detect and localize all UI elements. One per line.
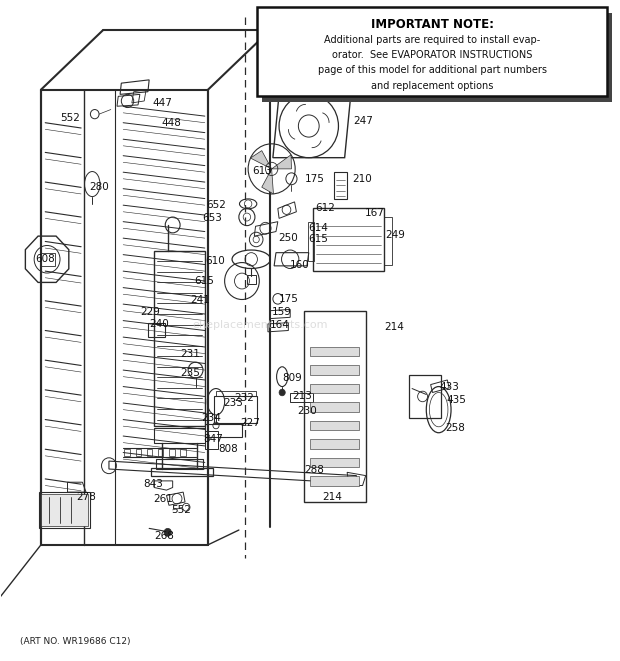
Text: 210: 210 bbox=[352, 174, 372, 184]
Text: 847: 847 bbox=[203, 434, 223, 444]
Text: Additional parts are required to install evap-: Additional parts are required to install… bbox=[324, 35, 540, 45]
Bar bbox=[409, 375, 441, 418]
Bar bbox=[40, 253, 55, 266]
Bar bbox=[154, 251, 205, 426]
Text: 612: 612 bbox=[315, 203, 335, 213]
Circle shape bbox=[164, 528, 172, 536]
Text: 227: 227 bbox=[241, 418, 260, 428]
Text: 268: 268 bbox=[154, 531, 175, 541]
Text: 653: 653 bbox=[202, 214, 222, 223]
Circle shape bbox=[279, 389, 285, 396]
Text: 175: 175 bbox=[279, 294, 299, 304]
Text: 231: 231 bbox=[180, 348, 200, 358]
Text: 234: 234 bbox=[201, 412, 221, 422]
Bar bbox=[334, 173, 347, 198]
Text: 608: 608 bbox=[35, 254, 55, 264]
Text: 214: 214 bbox=[322, 492, 342, 502]
Text: page of this model for additional part numbers: page of this model for additional part n… bbox=[317, 65, 547, 75]
Text: 232: 232 bbox=[234, 393, 254, 403]
Text: 233: 233 bbox=[223, 398, 243, 408]
Text: 160: 160 bbox=[290, 260, 310, 270]
Text: 613: 613 bbox=[252, 166, 272, 176]
Text: 610: 610 bbox=[205, 256, 224, 266]
Bar bbox=[205, 424, 242, 438]
Bar bbox=[154, 428, 205, 443]
Text: 247: 247 bbox=[353, 116, 373, 126]
Text: 240: 240 bbox=[149, 319, 169, 329]
Bar bbox=[313, 208, 384, 271]
Polygon shape bbox=[272, 155, 291, 169]
Text: 614: 614 bbox=[308, 223, 328, 233]
Text: 843: 843 bbox=[143, 479, 163, 488]
Text: (ART NO. WR19686 C12): (ART NO. WR19686 C12) bbox=[20, 637, 131, 646]
Text: 159: 159 bbox=[272, 307, 291, 317]
Text: 808: 808 bbox=[218, 444, 238, 454]
Bar bbox=[151, 468, 213, 476]
Bar bbox=[310, 458, 360, 467]
Text: 258: 258 bbox=[445, 423, 465, 433]
Text: 167: 167 bbox=[365, 208, 384, 218]
Text: 261: 261 bbox=[153, 494, 172, 504]
Bar bbox=[310, 421, 360, 430]
Text: and replacement options: and replacement options bbox=[371, 81, 494, 91]
Text: 249: 249 bbox=[386, 230, 405, 240]
Bar bbox=[216, 391, 255, 397]
Bar bbox=[310, 403, 360, 412]
Text: eReplacementParts.com: eReplacementParts.com bbox=[193, 320, 328, 330]
Text: 214: 214 bbox=[384, 322, 404, 332]
Bar bbox=[310, 440, 360, 449]
Bar bbox=[205, 431, 218, 449]
Text: 615: 615 bbox=[308, 235, 328, 245]
Text: 250: 250 bbox=[278, 233, 298, 243]
Text: IMPORTANT NOTE:: IMPORTANT NOTE: bbox=[371, 18, 494, 31]
Text: 552: 552 bbox=[171, 505, 191, 515]
Text: orator.  See EVAPORATOR INSTRUCTIONS: orator. See EVAPORATOR INSTRUCTIONS bbox=[332, 50, 533, 60]
Bar bbox=[39, 492, 90, 528]
Bar bbox=[310, 347, 360, 356]
Polygon shape bbox=[250, 151, 272, 169]
Text: 280: 280 bbox=[89, 182, 109, 192]
Text: 809: 809 bbox=[282, 373, 302, 383]
Bar bbox=[304, 311, 366, 502]
Bar bbox=[310, 384, 360, 393]
Text: 433: 433 bbox=[440, 381, 460, 391]
Bar bbox=[214, 397, 257, 423]
Bar bbox=[41, 494, 88, 526]
Text: 448: 448 bbox=[162, 118, 182, 128]
Text: 278: 278 bbox=[77, 492, 97, 502]
Polygon shape bbox=[262, 169, 273, 194]
Text: 175: 175 bbox=[305, 174, 325, 184]
Bar bbox=[310, 477, 360, 486]
Text: 229: 229 bbox=[140, 307, 161, 317]
Bar bbox=[308, 221, 314, 261]
Text: 552: 552 bbox=[60, 113, 80, 123]
Text: 435: 435 bbox=[446, 395, 466, 405]
Text: 235: 235 bbox=[180, 368, 200, 378]
Text: 447: 447 bbox=[153, 98, 172, 108]
Text: 213: 213 bbox=[293, 391, 312, 401]
Bar bbox=[262, 13, 612, 102]
Text: 164: 164 bbox=[270, 320, 290, 330]
Bar bbox=[156, 459, 203, 469]
Text: 615: 615 bbox=[194, 276, 214, 286]
Text: 230: 230 bbox=[298, 406, 317, 416]
Text: 652: 652 bbox=[206, 200, 226, 210]
Bar bbox=[384, 217, 392, 264]
Bar bbox=[257, 7, 607, 97]
Bar bbox=[310, 366, 360, 375]
Bar bbox=[247, 275, 256, 284]
Bar bbox=[148, 323, 166, 337]
Text: 288: 288 bbox=[304, 465, 324, 475]
Text: 241: 241 bbox=[190, 295, 210, 305]
